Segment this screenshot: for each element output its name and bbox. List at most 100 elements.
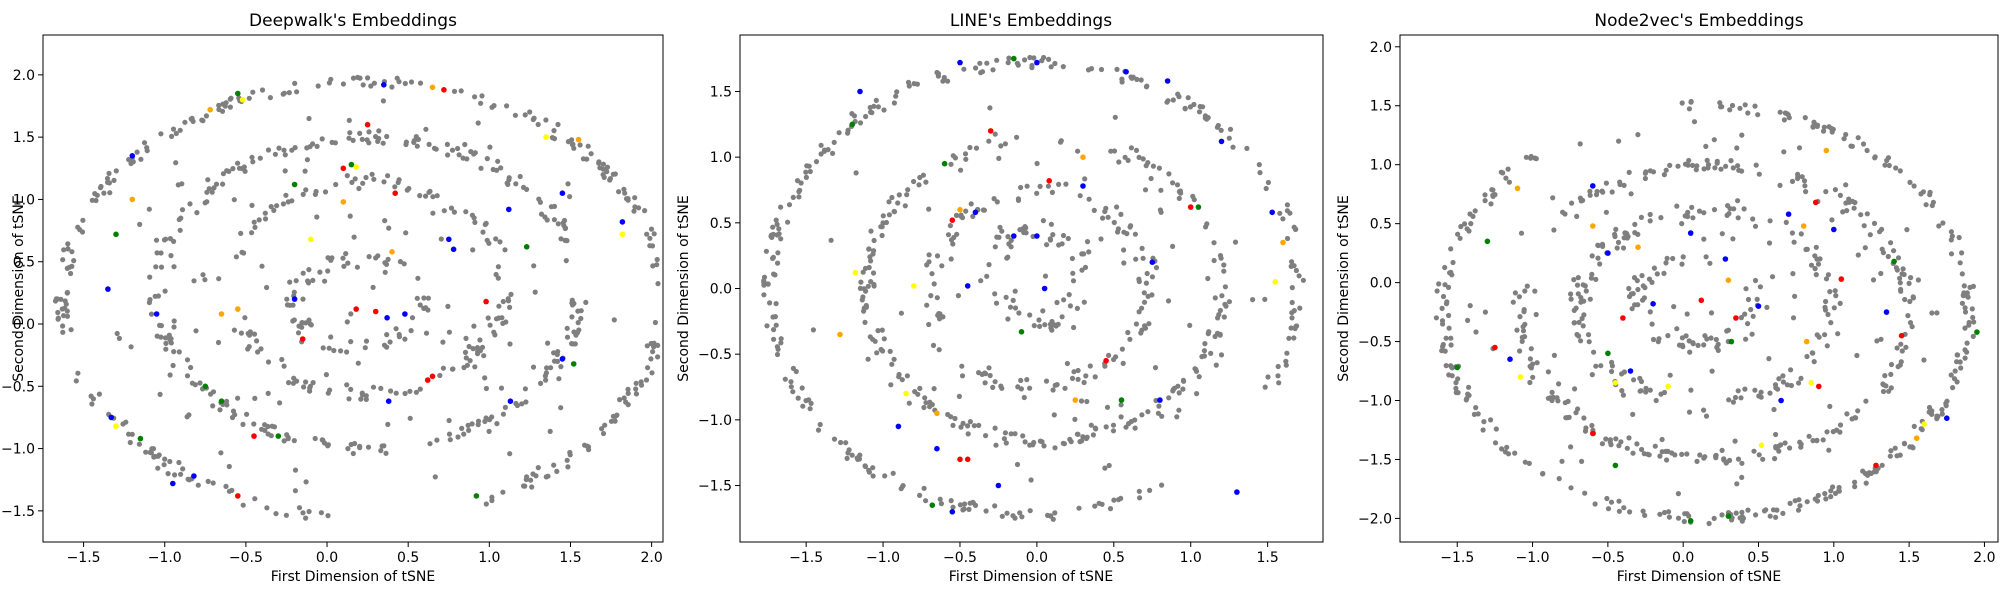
data-point xyxy=(1901,441,1908,447)
data-point xyxy=(458,88,464,94)
data-point xyxy=(911,283,917,289)
data-point xyxy=(262,427,268,433)
data-point xyxy=(475,422,481,428)
data-point xyxy=(380,98,386,104)
data-point xyxy=(977,60,983,66)
data-point xyxy=(392,184,398,190)
data-point xyxy=(1718,166,1724,172)
data-point xyxy=(963,208,969,214)
data-point xyxy=(1766,240,1773,246)
data-point xyxy=(1011,55,1017,62)
data-point xyxy=(1087,363,1093,369)
data-point xyxy=(246,95,252,101)
data-point xyxy=(1742,386,1748,392)
data-point xyxy=(262,210,268,216)
data-point xyxy=(911,178,917,185)
data-point xyxy=(1139,245,1145,251)
data-point xyxy=(868,258,874,264)
data-point xyxy=(769,234,775,240)
data-point xyxy=(1898,341,1904,347)
data-point xyxy=(1021,394,1027,401)
data-point xyxy=(1523,154,1529,160)
data-point xyxy=(551,462,557,468)
data-point xyxy=(161,462,167,468)
data-point xyxy=(1583,425,1589,431)
data-point xyxy=(891,356,897,362)
y-tick-label: −1.0 xyxy=(1,442,35,458)
data-point xyxy=(896,192,902,198)
data-point xyxy=(130,159,136,165)
data-point xyxy=(1462,221,1468,227)
data-point xyxy=(1871,220,1878,226)
data-point xyxy=(924,262,930,268)
data-point xyxy=(1753,162,1759,168)
data-point xyxy=(340,255,346,261)
data-point xyxy=(220,171,226,177)
data-point xyxy=(1256,162,1262,168)
data-point xyxy=(284,302,291,308)
data-point xyxy=(180,466,186,472)
data-point xyxy=(89,197,95,203)
data-point xyxy=(1471,411,1477,417)
data-point xyxy=(1711,207,1718,213)
data-point xyxy=(1156,165,1162,171)
x-axis-label: First Dimension of tSNE xyxy=(271,569,435,585)
data-point xyxy=(1843,200,1849,206)
data-point xyxy=(1861,223,1867,229)
data-point xyxy=(1751,448,1757,454)
data-point xyxy=(992,425,998,431)
plot-frame xyxy=(739,34,1324,543)
data-point xyxy=(392,190,399,196)
data-point xyxy=(1718,104,1724,110)
data-point xyxy=(1649,321,1655,327)
data-point xyxy=(244,411,250,417)
data-point xyxy=(1003,294,1009,300)
data-point xyxy=(1549,389,1555,395)
data-point xyxy=(647,243,653,249)
data-point xyxy=(1613,436,1619,442)
data-point xyxy=(1686,409,1693,415)
data-point xyxy=(929,271,935,277)
data-point xyxy=(340,165,347,172)
data-point xyxy=(1806,433,1812,439)
data-point xyxy=(1696,208,1703,214)
data-point xyxy=(163,346,169,352)
data-point xyxy=(1593,363,1599,369)
data-point xyxy=(930,342,937,348)
data-point xyxy=(1635,244,1641,250)
data-point xyxy=(1687,230,1694,236)
data-point xyxy=(380,140,386,146)
data-point xyxy=(967,419,974,425)
data-point xyxy=(223,100,229,106)
data-point xyxy=(1141,290,1147,296)
data-point xyxy=(1176,94,1182,100)
data-point xyxy=(990,384,996,390)
data-point xyxy=(1778,442,1784,448)
data-point xyxy=(1754,296,1760,302)
data-point xyxy=(1775,386,1781,392)
data-point xyxy=(158,131,164,137)
data-point xyxy=(571,329,577,335)
data-point xyxy=(1012,288,1018,294)
data-point xyxy=(1635,302,1641,308)
data-point xyxy=(1767,390,1773,396)
data-point xyxy=(223,483,229,489)
data-point xyxy=(775,260,781,266)
data-point xyxy=(1520,328,1527,334)
data-point xyxy=(1843,182,1849,188)
data-point xyxy=(929,502,936,509)
data-point xyxy=(280,201,286,207)
data-point xyxy=(893,93,899,99)
data-point xyxy=(1940,220,1946,226)
data-point xyxy=(1735,198,1741,204)
data-point xyxy=(205,478,211,484)
data-point xyxy=(252,395,258,401)
data-point xyxy=(463,209,469,215)
data-point xyxy=(994,234,1000,240)
data-point xyxy=(1453,385,1459,391)
data-point xyxy=(1180,377,1186,383)
data-point xyxy=(503,319,509,325)
data-point xyxy=(1887,453,1893,459)
data-point xyxy=(1068,439,1074,445)
data-point xyxy=(986,262,992,268)
